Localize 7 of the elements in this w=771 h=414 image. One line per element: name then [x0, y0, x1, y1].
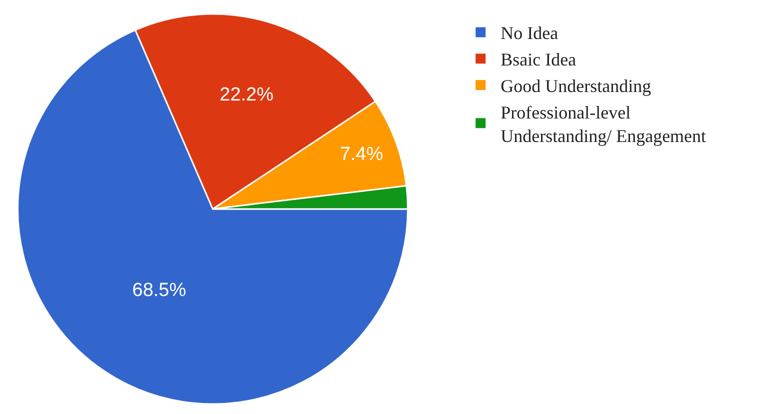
data-label: 7.4%	[340, 144, 384, 165]
legend-label: No Idea	[500, 23, 558, 44]
data-label: 68.5%	[132, 280, 186, 301]
legend-label: Professional-level Understanding/ Engagement	[500, 102, 706, 146]
legend-label: Bsaic Idea	[500, 50, 576, 70]
data-label: 22.2%	[220, 84, 274, 106]
legend-label: Good Understanding	[500, 76, 652, 96]
